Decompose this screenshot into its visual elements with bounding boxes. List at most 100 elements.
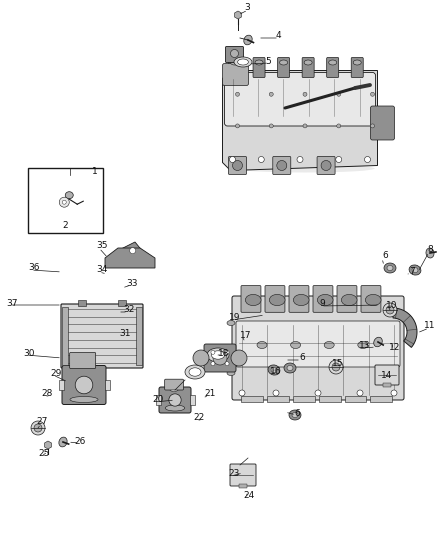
Ellipse shape [271, 367, 277, 373]
Ellipse shape [374, 337, 382, 347]
Ellipse shape [245, 294, 261, 305]
Text: 37: 37 [6, 298, 18, 308]
Text: 26: 26 [74, 437, 86, 446]
Ellipse shape [244, 35, 252, 45]
Ellipse shape [257, 342, 267, 349]
Text: 6: 6 [382, 252, 388, 261]
Bar [345, 396, 367, 402]
Bar [62, 307, 68, 365]
Text: 10: 10 [386, 302, 398, 311]
Text: 14: 14 [381, 372, 393, 381]
Circle shape [236, 92, 240, 96]
Bar [267, 396, 289, 402]
Text: 28: 28 [41, 390, 53, 399]
Ellipse shape [207, 348, 229, 362]
Circle shape [230, 157, 236, 163]
Ellipse shape [227, 320, 235, 326]
FancyBboxPatch shape [165, 379, 184, 390]
Ellipse shape [387, 265, 393, 271]
Circle shape [371, 92, 374, 96]
Text: 18: 18 [218, 349, 230, 358]
Ellipse shape [227, 345, 235, 351]
Ellipse shape [227, 370, 235, 376]
FancyBboxPatch shape [351, 58, 363, 77]
Circle shape [303, 92, 307, 96]
Ellipse shape [290, 342, 300, 349]
FancyBboxPatch shape [361, 286, 381, 312]
Text: 21: 21 [204, 389, 215, 398]
Text: 6: 6 [299, 353, 305, 362]
Polygon shape [223, 70, 378, 171]
Circle shape [329, 360, 343, 374]
Ellipse shape [255, 60, 263, 65]
Circle shape [258, 157, 264, 163]
Text: 15: 15 [332, 359, 344, 367]
Circle shape [383, 303, 397, 317]
Circle shape [225, 350, 229, 354]
FancyBboxPatch shape [62, 366, 106, 405]
Text: 3: 3 [244, 4, 250, 12]
Ellipse shape [341, 294, 357, 305]
Circle shape [321, 160, 331, 171]
Circle shape [336, 157, 342, 163]
Circle shape [337, 124, 341, 128]
Circle shape [391, 390, 397, 396]
Ellipse shape [237, 59, 248, 65]
Ellipse shape [353, 60, 361, 65]
Circle shape [269, 92, 273, 96]
Bar [156, 395, 161, 405]
Text: 6: 6 [294, 408, 300, 417]
Text: 29: 29 [50, 368, 62, 377]
Text: 32: 32 [124, 305, 135, 314]
Text: 25: 25 [38, 449, 49, 458]
Circle shape [169, 394, 181, 406]
Circle shape [213, 351, 227, 365]
Circle shape [230, 50, 239, 58]
FancyBboxPatch shape [371, 106, 395, 140]
Ellipse shape [293, 294, 309, 305]
Text: 11: 11 [424, 321, 436, 330]
Circle shape [233, 160, 243, 171]
FancyBboxPatch shape [289, 286, 309, 312]
Bar [78, 300, 86, 306]
Circle shape [130, 248, 136, 254]
Text: 16: 16 [270, 367, 282, 376]
Circle shape [34, 424, 42, 432]
FancyBboxPatch shape [278, 58, 290, 77]
Circle shape [386, 306, 394, 314]
FancyBboxPatch shape [225, 72, 375, 126]
FancyBboxPatch shape [230, 464, 256, 486]
Circle shape [231, 350, 247, 366]
Circle shape [59, 197, 69, 207]
Ellipse shape [268, 365, 280, 375]
Bar [28, 168, 103, 233]
Ellipse shape [234, 57, 252, 67]
FancyBboxPatch shape [232, 296, 404, 400]
Bar [239, 484, 247, 488]
Ellipse shape [328, 60, 337, 65]
Text: 5: 5 [265, 58, 271, 67]
Ellipse shape [212, 351, 225, 359]
Ellipse shape [324, 342, 334, 349]
Polygon shape [115, 242, 148, 258]
Ellipse shape [59, 437, 67, 447]
Circle shape [332, 363, 340, 371]
Ellipse shape [358, 342, 368, 349]
Text: 31: 31 [119, 328, 131, 337]
FancyBboxPatch shape [226, 46, 244, 62]
FancyBboxPatch shape [265, 286, 285, 312]
Bar [383, 383, 391, 387]
Circle shape [273, 390, 279, 396]
Text: 35: 35 [96, 241, 108, 251]
Ellipse shape [165, 405, 185, 411]
Text: 24: 24 [244, 491, 254, 500]
Ellipse shape [230, 60, 239, 65]
Bar [319, 396, 341, 402]
FancyBboxPatch shape [159, 387, 191, 413]
Ellipse shape [70, 397, 98, 402]
FancyBboxPatch shape [229, 157, 247, 174]
Circle shape [75, 376, 93, 394]
Circle shape [211, 362, 215, 366]
Ellipse shape [235, 165, 375, 173]
Bar [241, 396, 263, 402]
